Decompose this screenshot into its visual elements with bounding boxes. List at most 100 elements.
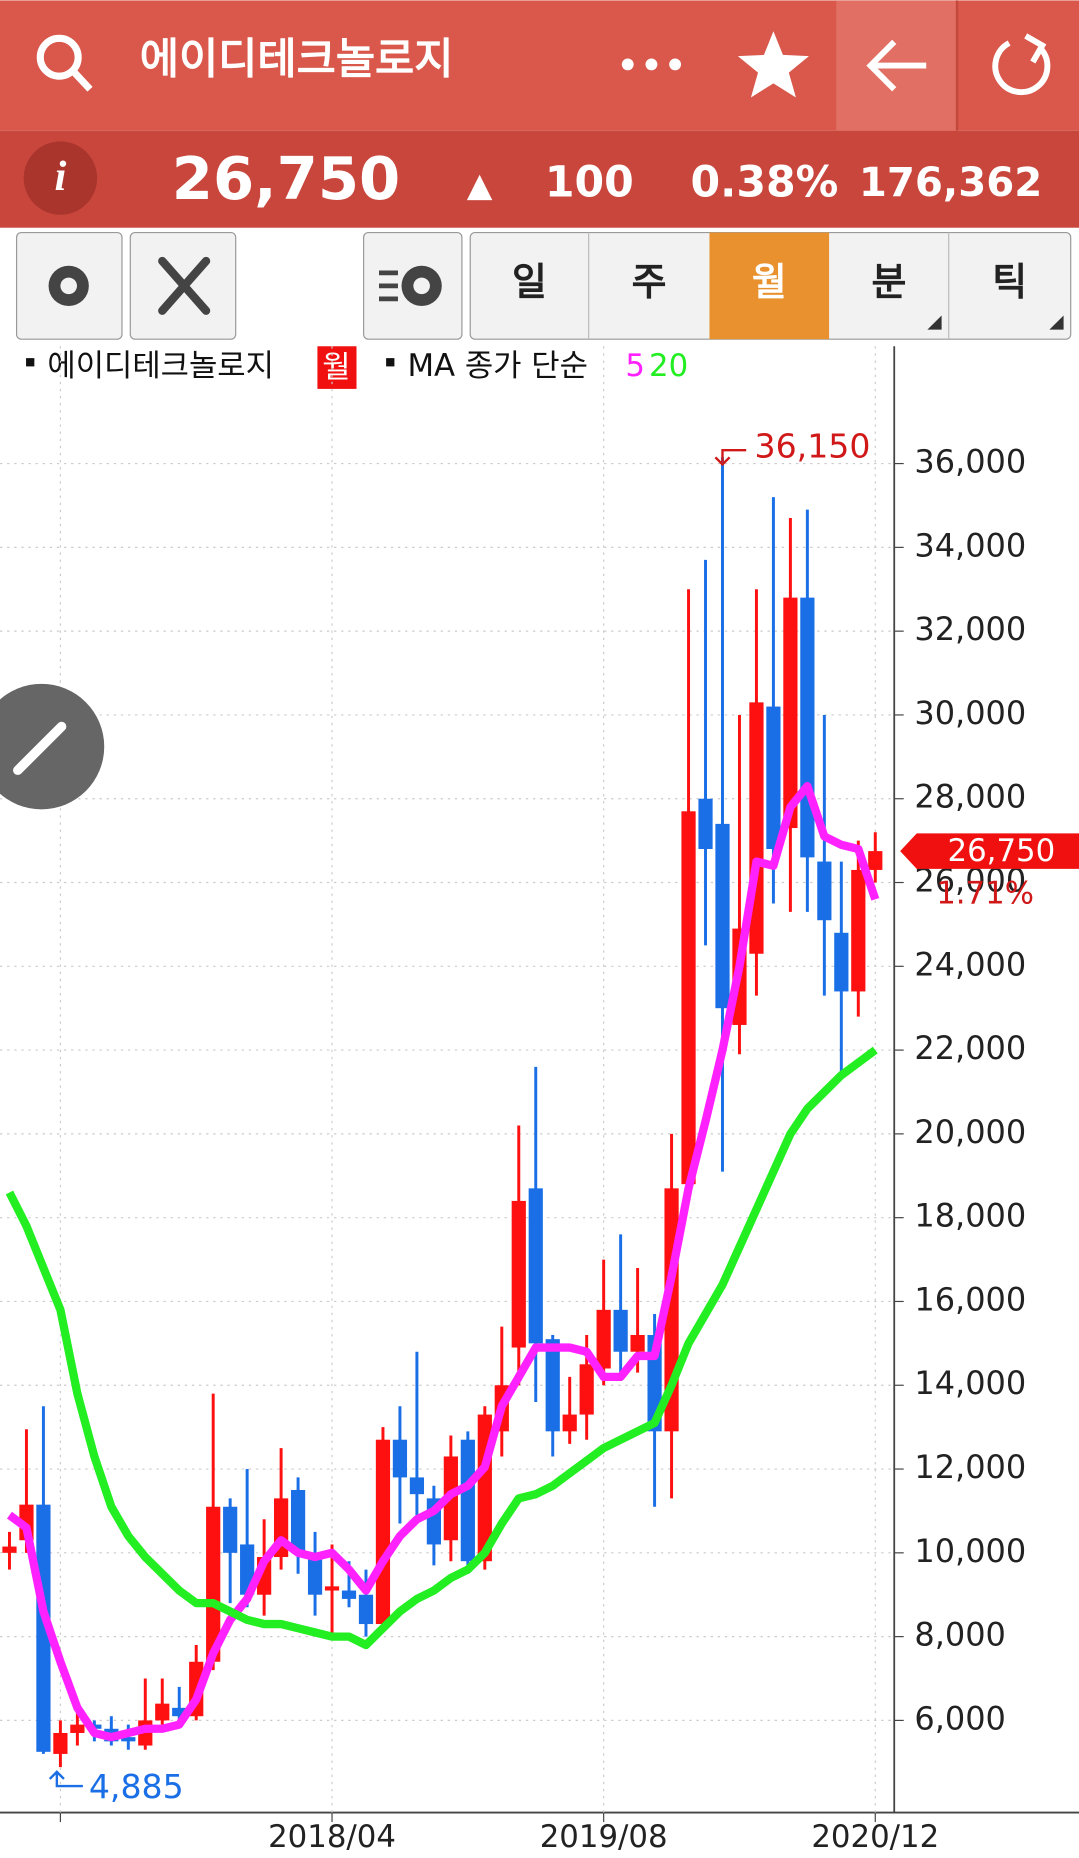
legend-stock: 에이디테크놀로지 <box>47 348 274 384</box>
change: 100 <box>545 158 634 208</box>
candle-body <box>392 1439 408 1478</box>
last-change: 1.71% <box>936 875 1034 911</box>
y-tick-label: 8,000 <box>914 1616 1006 1654</box>
legend-period: 월 <box>322 349 350 385</box>
y-tick-label: 30,000 <box>914 694 1026 732</box>
candle-body <box>834 932 849 992</box>
last-price-tag <box>900 833 1079 869</box>
y-tick-label: 20,000 <box>914 1113 1026 1151</box>
legend-ma-period: 5 <box>625 348 645 384</box>
back-icon[interactable] <box>866 39 927 92</box>
price-bar <box>0 130 1079 228</box>
candle-body <box>562 1414 577 1432</box>
info-icon: i <box>54 153 66 200</box>
legend-period-bg <box>317 346 357 389</box>
edit-button[interactable] <box>0 683 105 810</box>
legend-indicator: MA 종가 단순 <box>407 348 587 384</box>
candle-body <box>53 1732 68 1754</box>
tab-label: 일 <box>512 260 547 304</box>
y-tick-label: 28,000 <box>914 778 1026 816</box>
info-button[interactable] <box>23 141 98 215</box>
tab[interactable]: 틱 <box>948 232 1064 340</box>
candle-body <box>766 706 781 850</box>
change-symbol: ▲ <box>467 165 493 204</box>
candle-body <box>121 1737 136 1742</box>
candle-body <box>851 869 866 992</box>
candle-body <box>511 1200 526 1348</box>
candle-body <box>868 851 883 870</box>
indicator-button[interactable] <box>363 231 463 340</box>
candle-body <box>290 1489 306 1553</box>
x-tick-label: 2020/12 <box>811 1819 939 1855</box>
candle-body <box>613 1309 628 1352</box>
max-marker <box>714 448 747 467</box>
y-tick-label: 18,000 <box>914 1197 1026 1235</box>
legend-bullet <box>386 358 395 367</box>
legend-ma-period: 20 <box>649 348 688 384</box>
candle-body <box>70 1724 85 1733</box>
tab-label: 분 <box>871 260 906 304</box>
y-tick-label: 12,000 <box>914 1448 1026 1486</box>
search-icon[interactable] <box>36 34 93 92</box>
settings-button[interactable] <box>15 231 123 340</box>
tab[interactable]: 월 <box>709 232 830 340</box>
y-tick-label: 36,000 <box>914 443 1026 481</box>
candle-body <box>528 1188 543 1344</box>
candle-body <box>630 1334 645 1352</box>
pencil-icon <box>13 721 67 776</box>
x-tick-label: 2019/08 <box>540 1819 668 1855</box>
candle-body <box>341 1590 357 1599</box>
change-pct: 0.38% <box>691 158 839 208</box>
legend-bullet <box>26 358 35 367</box>
current-price: 26,750 <box>172 144 401 213</box>
more-icon[interactable] <box>621 58 682 71</box>
tab-selected-bg <box>709 232 830 340</box>
candle-body <box>358 1594 374 1625</box>
candle-body <box>307 1552 323 1595</box>
x-tick-label: 2018/04 <box>268 1819 396 1855</box>
candle-body <box>36 1504 51 1752</box>
y-tick-label: 10,000 <box>914 1532 1026 1570</box>
candle-body <box>172 1707 187 1717</box>
y-tick-label: 16,000 <box>914 1280 1026 1318</box>
ma-line <box>5 1046 878 1650</box>
candle-body <box>324 1586 340 1591</box>
min-marker <box>48 1770 83 1788</box>
y-tick-label: 6,000 <box>914 1699 1006 1737</box>
candle-body <box>800 597 815 858</box>
tab-label: 주 <box>632 260 667 304</box>
candle-body <box>681 811 696 1185</box>
candle-body <box>783 597 798 829</box>
candle-body <box>223 1506 238 1553</box>
min-label: 4,885 <box>89 1767 184 1806</box>
candle-body <box>698 798 713 850</box>
candle-body <box>155 1703 170 1721</box>
y-tick-label: 24,000 <box>914 945 1026 983</box>
tab-label: 월 <box>752 260 787 304</box>
candle-body <box>817 861 832 921</box>
tab[interactable]: 일 <box>512 260 547 304</box>
stock-title: 에이디테크놀로지 <box>140 35 454 85</box>
tab-label: 틱 <box>992 260 1027 304</box>
tools-button[interactable] <box>129 231 237 340</box>
candle-body <box>579 1364 594 1415</box>
candle-body <box>460 1439 475 1562</box>
candle-body <box>409 1477 425 1495</box>
y-tick-label: 22,000 <box>914 1029 1026 1067</box>
max-label: 36,150 <box>754 426 870 465</box>
last-price-label: 26,750 <box>948 833 1056 869</box>
candle-body <box>596 1309 611 1369</box>
tab[interactable]: 분 <box>871 260 942 330</box>
y-tick-label: 34,000 <box>914 526 1026 564</box>
ma-line <box>7 782 880 1742</box>
tab[interactable]: 주 <box>588 232 667 340</box>
candle-body <box>2 1546 17 1553</box>
y-tick-label: 32,000 <box>914 610 1026 648</box>
volume: 176,362 <box>859 160 1042 206</box>
candle-body <box>375 1439 391 1625</box>
refresh-icon[interactable] <box>992 33 1051 96</box>
y-tick-label: 14,000 <box>914 1364 1026 1402</box>
candle-body <box>206 1506 221 1662</box>
candle-body <box>545 1339 560 1432</box>
